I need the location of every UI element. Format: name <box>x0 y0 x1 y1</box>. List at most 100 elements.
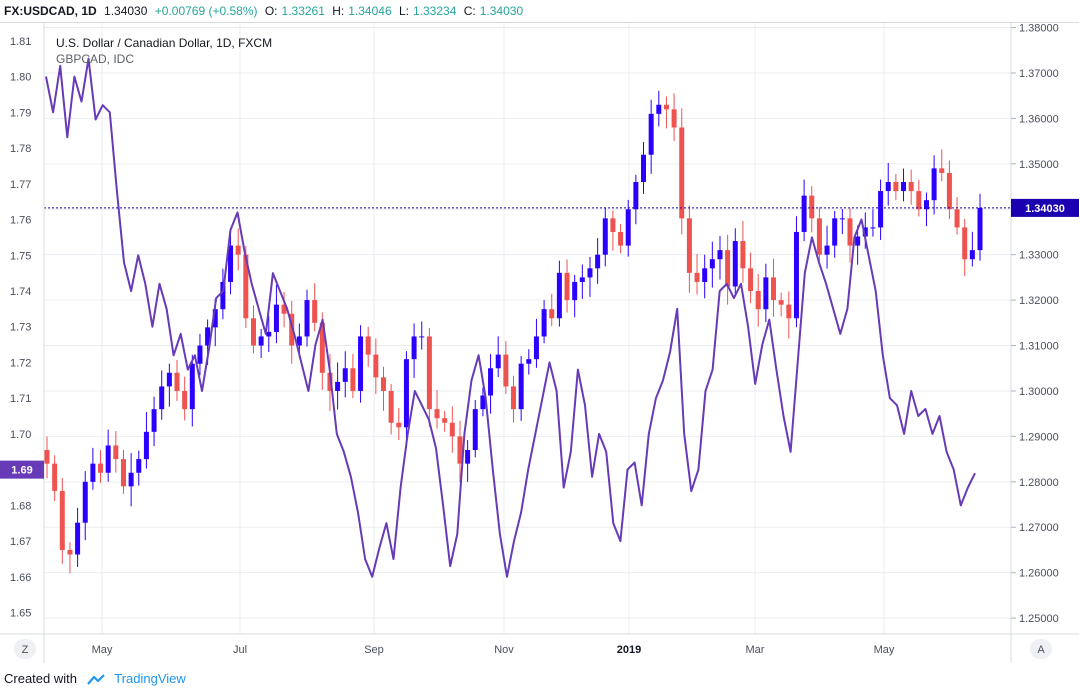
right-tick-label: 1.33000 <box>1019 250 1059 262</box>
candle-body <box>472 409 478 451</box>
candle-body <box>388 390 394 423</box>
candle-body <box>969 250 975 260</box>
candle-body <box>579 277 585 282</box>
candle-body <box>67 549 73 555</box>
candle-body <box>541 309 547 337</box>
right-tick-label: 1.38000 <box>1019 23 1059 35</box>
candle-body <box>480 395 486 410</box>
left-tick-label: 1.76 <box>10 215 31 227</box>
candle-body <box>273 304 279 332</box>
left-last-value-badge: 1.69 <box>0 460 44 479</box>
low-label: L: <box>398 4 409 18</box>
time-tick-label: May <box>92 644 113 656</box>
close-label: C: <box>463 4 476 18</box>
candle-body <box>335 381 341 391</box>
left-axis[interactable]: 1.81 1.80 1.79 1.78 1.77 1.76 1.75 1.74 1.73 1.72… <box>10 36 31 620</box>
candle-body <box>411 336 417 360</box>
gbpcad-line <box>45 57 976 578</box>
candle-body <box>801 195 807 232</box>
candle-body <box>870 227 876 229</box>
candle-body <box>120 459 126 487</box>
candle-body <box>931 168 937 201</box>
candle-body <box>205 327 211 346</box>
candle-body <box>725 250 731 287</box>
left-tick-label: 1.78 <box>10 143 31 155</box>
left-tick-label: 1.67 <box>10 536 31 548</box>
candle-body <box>977 207 983 251</box>
candle-body <box>732 241 738 287</box>
left-tick-label: 1.68 <box>10 500 31 512</box>
candle-body <box>189 363 195 410</box>
candle-body <box>212 309 218 328</box>
candle-body <box>166 372 172 387</box>
candle-body <box>633 181 639 210</box>
candle-body <box>816 218 822 255</box>
time-tick-label: Nov <box>494 644 514 656</box>
candle-body <box>243 254 249 319</box>
grid-lines <box>44 23 1011 634</box>
tradingview-link[interactable]: TradingView <box>114 671 186 686</box>
left-tick-label: 1.75 <box>10 250 31 262</box>
auto-scale-left-label: Z <box>22 644 29 656</box>
candle-body <box>564 272 570 301</box>
candle-body <box>182 390 188 410</box>
candle-body <box>75 522 81 555</box>
symbol-name[interactable]: FX:USDCAD, 1D <box>4 4 97 18</box>
candle-body <box>159 386 165 410</box>
candle-body <box>342 368 348 382</box>
left-tick-label: 1.66 <box>10 572 31 584</box>
candle-body <box>327 372 333 391</box>
left-tick-label: 1.80 <box>10 72 31 84</box>
right-tick-label: 1.35000 <box>1019 159 1059 171</box>
candle-body <box>457 436 463 464</box>
candle-body <box>755 291 761 310</box>
left-tick-label: 1.71 <box>10 393 31 405</box>
candle-body <box>228 245 234 282</box>
price-chart[interactable]: 1.81 1.80 1.79 1.78 1.77 1.76 1.75 1.74 1.73 1.72… <box>0 23 1079 663</box>
open-label: O: <box>264 4 278 18</box>
svg-text:1.34030: 1.34030 <box>1025 203 1065 215</box>
candle-body <box>549 309 555 319</box>
candle-body <box>885 181 891 192</box>
candle-body <box>495 354 501 369</box>
chart-frame: 1.81 1.80 1.79 1.78 1.77 1.76 1.75 1.74 1.73 1.72… <box>0 22 1079 663</box>
time-tick-label: 2019 <box>617 644 641 656</box>
time-tick-label: Sep <box>364 644 384 656</box>
candle-body <box>465 450 471 464</box>
right-tick-label: 1.27000 <box>1019 522 1059 534</box>
candle-body <box>878 191 884 228</box>
candle-body <box>679 127 685 219</box>
candle-body <box>434 409 440 419</box>
legend-usdcad: U.S. Dollar / Canadian Dollar, 1D, FXCM <box>56 36 272 50</box>
footer: Created with TradingView <box>0 664 1079 694</box>
candle-body <box>174 372 180 391</box>
time-axis[interactable]: May Jul Sep Nov 2019 Mar May <box>92 644 895 656</box>
time-tick-label: May <box>874 644 895 656</box>
right-tick-label: 1.37000 <box>1019 68 1059 80</box>
candle-body <box>763 277 769 310</box>
left-tick-label: 1.72 <box>10 357 31 369</box>
candle-body <box>939 168 945 173</box>
candle-body <box>595 254 601 269</box>
candle-body <box>449 422 455 437</box>
candle-body <box>82 481 88 523</box>
candle-body <box>220 281 226 310</box>
right-axis[interactable]: 1.380001.370001.360001.350001.340001.330… <box>1011 23 1059 625</box>
candle-body <box>426 336 432 410</box>
candle-body <box>839 218 845 220</box>
candle-body <box>908 181 914 192</box>
right-tick-label: 1.25000 <box>1019 613 1059 625</box>
candle-body <box>105 445 111 473</box>
auto-scale-right-label: A <box>1037 644 1045 656</box>
candle-body <box>671 109 677 128</box>
candle-body <box>556 272 562 319</box>
candle-body <box>954 209 960 228</box>
auto-scale-left-button[interactable]: Z <box>14 639 36 659</box>
tradingview-logo-icon <box>86 673 105 685</box>
right-tick-label: 1.36000 <box>1019 113 1059 125</box>
candle-body <box>847 218 853 246</box>
candle-body <box>587 268 593 278</box>
candle-body <box>656 104 662 114</box>
auto-scale-right-button[interactable]: A <box>1030 639 1052 659</box>
candle-body <box>90 463 96 482</box>
